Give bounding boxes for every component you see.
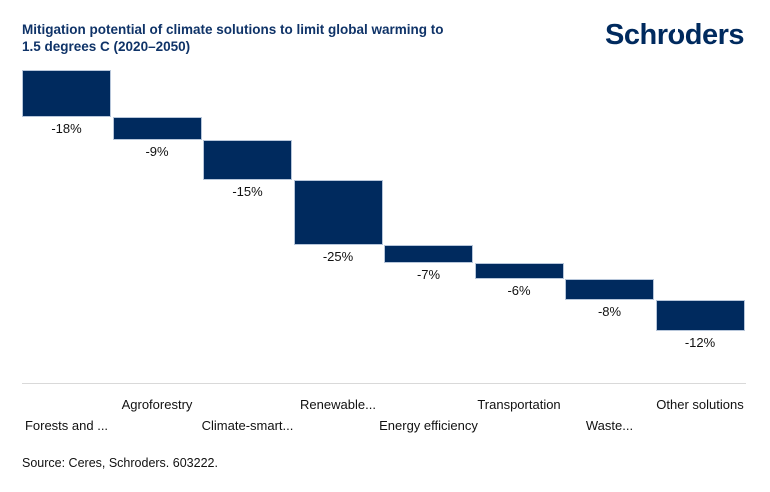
logo-o-glyph: o [667,19,686,51]
bar-value-label-2: -9% [145,144,169,160]
bar-value-label-5: -7% [416,267,441,283]
category-label-7: Waste... [585,418,634,433]
logo-text: Schroders [605,19,744,51]
schroders-logo: Schroders [605,19,744,52]
waterfall-bar-2 [112,116,202,141]
category-label-8: Other solutions [656,397,744,412]
category-label-3: Climate-smart... [201,418,294,433]
category-label-2: Agroforestry [121,397,193,412]
bar-value-label-8: -12% [684,335,716,350]
bar-value-label-3: -15% [232,183,263,199]
chart-title-line2: 1.5 degrees C (2020–2050) [22,39,191,54]
bar-value-label-6: -6% [507,282,531,298]
waterfall-bar-5 [384,244,473,264]
category-label-6: Transportation [477,397,561,412]
waterfall-bar-3 [203,140,292,180]
category-label-4: Renewable... [300,397,376,412]
bar-value-label-4: -25% [322,248,354,264]
waterfall-bar-8 [655,299,745,331]
source-note: Source: Ceres, Schroders. 603222. [22,456,218,470]
category-label-5: Energy efficiency [379,418,478,433]
bar-value-label-1: -18% [51,120,82,136]
waterfall-bar-4 [293,179,383,245]
x-axis-line [22,383,746,384]
chart-title-line1: Mitigation potential of climate solution… [22,22,444,37]
waterfall-bar-6 [474,263,564,279]
waterfall-bar-7 [565,278,654,300]
waterfall-bar-1 [22,70,111,117]
category-label-1: Forests and ... [24,418,109,433]
chart-title: Mitigation potential of climate solution… [22,21,522,55]
bar-value-label-7: -8% [597,303,622,319]
